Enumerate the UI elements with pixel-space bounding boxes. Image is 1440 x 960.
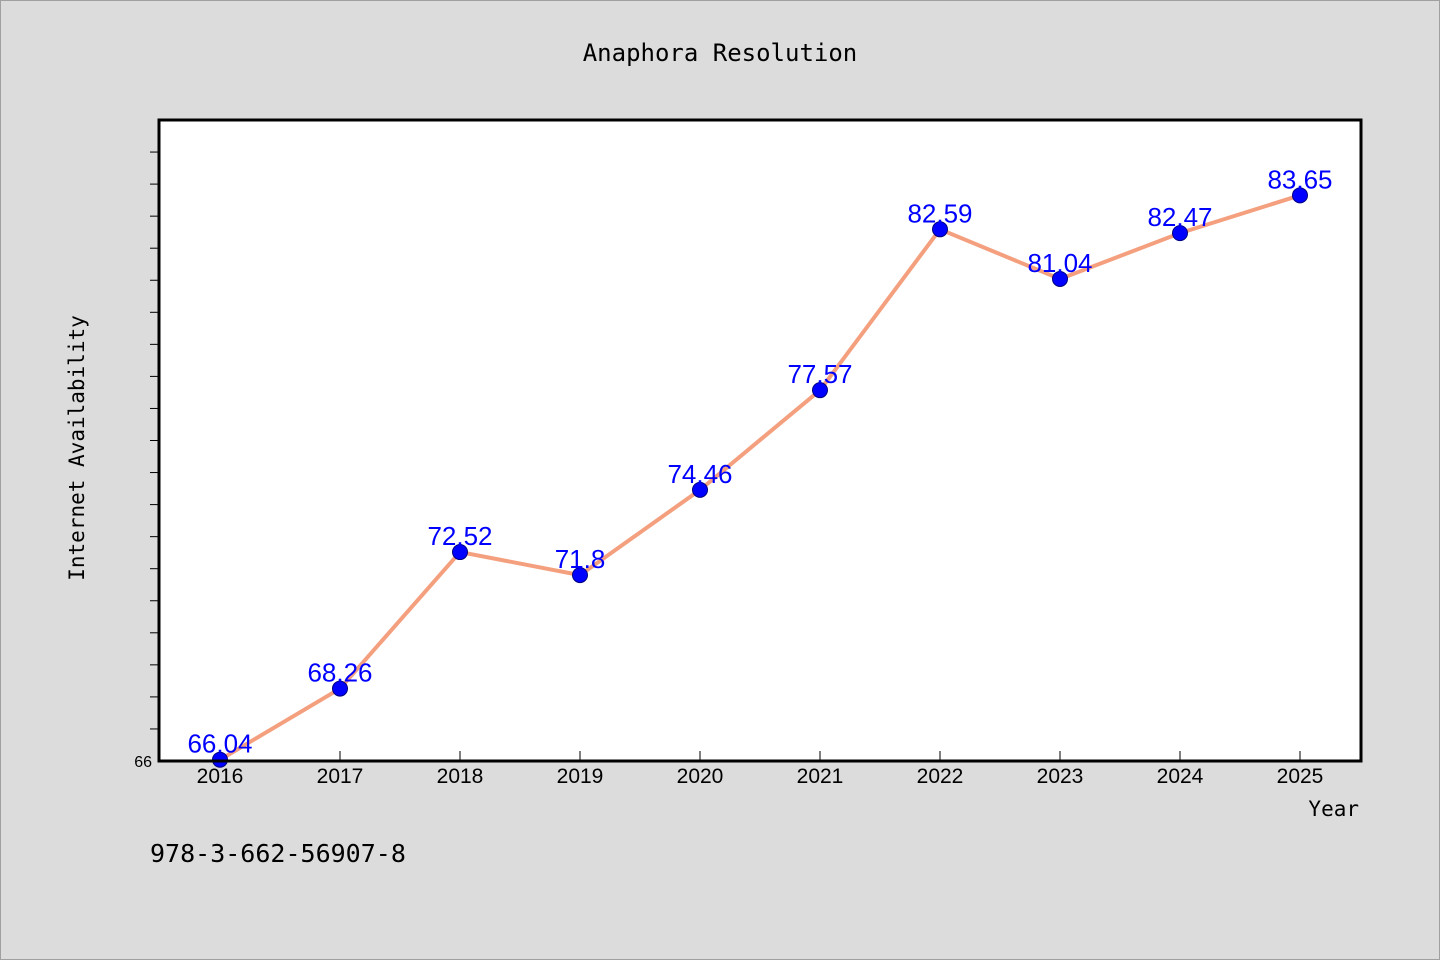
y-tick-label: 66 (134, 754, 152, 771)
data-point-marker (572, 567, 588, 584)
data-point-label: 83.65 (1267, 164, 1332, 194)
x-axis-ticks: 2016 2017 2018 2019 2020 2021 2022 2023 2024 2025 (197, 751, 1324, 788)
data-point-label: 72.52 (427, 521, 492, 551)
data-point-label: 71.8 (555, 544, 606, 574)
x-tick-label: 2023 (1037, 765, 1084, 788)
data-point-marker (1292, 187, 1308, 204)
data-point-marker (932, 221, 948, 238)
data-point-marker (1052, 270, 1068, 287)
data-point-marker (452, 544, 468, 561)
x-tick-label: 2022 (917, 765, 964, 788)
x-tick-label: 2019 (557, 765, 604, 788)
data-point-marker (812, 382, 828, 399)
plot-frame (157, 118, 1363, 763)
x-tick-label: 2016 (197, 765, 244, 788)
data-point-label: 68.26 (307, 658, 372, 688)
x-tick-label: 2018 (437, 765, 484, 788)
footnote-isbn: 978-3-662-56907-8 (150, 839, 406, 868)
x-tick-label: 2017 (317, 765, 364, 788)
series-layer: 66.04 68.26 72.52 71.8 74.46 77.57 82.59 81.04 8… (187, 164, 1333, 768)
data-point-marker (1172, 225, 1188, 242)
y-axis-title: Internet Availability (65, 315, 89, 581)
data-point-label: 74.46 (667, 459, 732, 489)
series-line (218, 193, 1301, 762)
data-point-label: 66.04 (187, 729, 252, 759)
data-point-marker (692, 481, 708, 498)
data-point-label: 81.04 (1027, 248, 1092, 278)
data-point-marker (332, 680, 348, 697)
chart-title: Anaphora Resolution (583, 39, 858, 67)
data-point-label: 77.57 (787, 359, 852, 389)
x-tick-label: 2025 (1277, 765, 1324, 788)
data-point-label: 82.59 (907, 198, 972, 228)
x-tick-label: 2020 (677, 765, 724, 788)
data-point-label: 82.47 (1147, 202, 1212, 232)
x-tick-label: 2024 (1157, 765, 1204, 788)
x-tick-label: 2021 (797, 765, 844, 788)
x-axis-title: Year (1308, 797, 1359, 821)
